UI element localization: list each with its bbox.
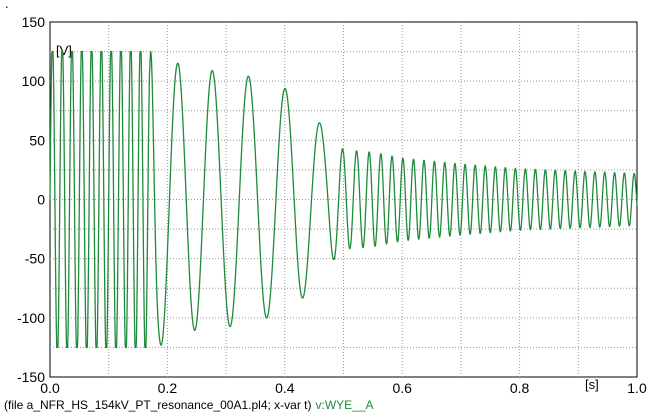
y-axis-ticks: 150 100 50 0 -50 -100 -150 [17, 14, 45, 385]
x-tick-label: 1.0 [627, 380, 647, 396]
y-tick-label: -100 [17, 310, 45, 326]
x-axis-unit-label: [s] [585, 377, 599, 392]
x-tick-label: 0.8 [510, 380, 530, 396]
y-tick-label: -50 [25, 251, 45, 267]
y-tick-label: 50 [29, 132, 45, 148]
x-tick-label: 0.0 [40, 380, 60, 396]
y-tick-label: 150 [22, 14, 46, 30]
file-info: (file a_NFR_HS_154kV_PT_resonance_00A1.p… [4, 398, 312, 412]
top-mark: . [5, 0, 9, 11]
y-tick-label: 100 [22, 73, 46, 89]
x-axis-ticks: 0.0 0.2 0.4 0.6 0.8 1.0 [40, 380, 647, 396]
x-tick-label: 0.2 [158, 380, 178, 396]
x-tick-label: 0.6 [392, 380, 412, 396]
y-tick-label: -150 [17, 369, 45, 385]
x-tick-label: 0.4 [275, 380, 295, 396]
variable-name: v:WYE__A [315, 398, 374, 412]
series-line-wye-a [49, 50, 638, 349]
y-axis-unit-label: [V] [56, 43, 72, 58]
footer: (file a_NFR_HS_154kV_PT_resonance_00A1.p… [4, 398, 374, 412]
y-tick-label: 0 [37, 192, 45, 208]
series-group [49, 50, 638, 349]
